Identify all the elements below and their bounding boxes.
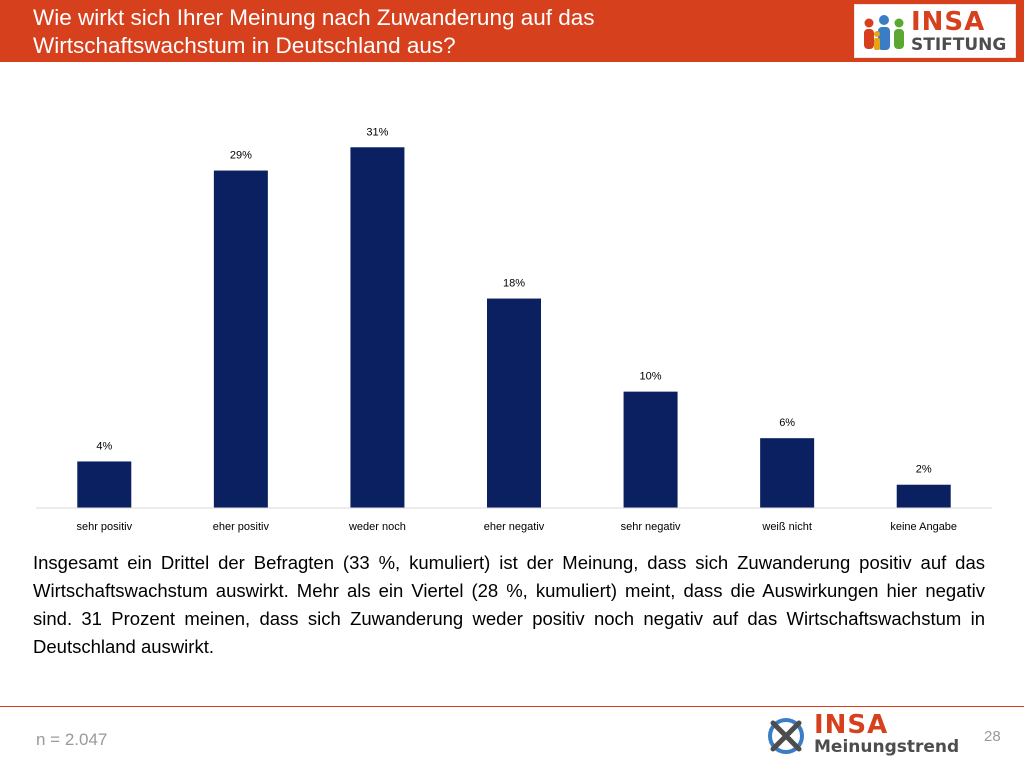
data-label-5: 6% xyxy=(779,417,795,429)
logo-brand-text: INSA xyxy=(911,7,986,37)
x-tick-label-5: weiß nicht xyxy=(761,521,812,533)
bar-3 xyxy=(487,298,541,508)
sample-size-note: n = 2.047 xyxy=(36,730,108,749)
x-tick-label-0: sehr positiv xyxy=(76,521,132,533)
bar-chart: 4% sehr positiv 29% eher positiv 31% weder no… xyxy=(36,126,992,533)
bar-5 xyxy=(760,438,815,508)
slide-description: Insgesamt ein Drittel der Befragten (33 … xyxy=(33,552,985,657)
bar-4 xyxy=(623,391,678,508)
logo-sub-text: STIFTUNG xyxy=(911,35,1007,55)
people-icon xyxy=(864,15,904,50)
logo-sub-text: Meinungstrend xyxy=(814,737,960,757)
data-label-2: 31% xyxy=(366,126,388,138)
slide-title: Wie wirkt sich Ihrer Meinung nach Zuwand… xyxy=(33,5,595,58)
bar-0 xyxy=(77,461,132,508)
x-tick-label-2: weder noch xyxy=(348,521,406,533)
header-bar: Wie wirkt sich Ihrer Meinung nach Zuwand… xyxy=(0,0,1024,62)
data-label-4: 10% xyxy=(640,371,662,383)
page-number: 28 xyxy=(984,728,1001,745)
footer-divider xyxy=(0,706,1024,707)
data-label-1: 29% xyxy=(230,150,252,162)
x-circle-icon xyxy=(768,718,804,754)
bar-1 xyxy=(213,170,268,508)
bar-6 xyxy=(896,484,951,508)
bar-2 xyxy=(350,147,405,508)
insa-stiftung-logo: INSA STIFTUNG xyxy=(854,4,1016,58)
insa-meinungstrend-logo: INSA Meinungstrend xyxy=(766,710,966,762)
logo-brand-text: INSA xyxy=(814,710,889,740)
x-tick-label-6: keine Angabe xyxy=(890,521,957,533)
data-label-3: 18% xyxy=(503,278,525,290)
data-label-6: 2% xyxy=(916,464,932,476)
x-tick-label-4: sehr negativ xyxy=(621,521,681,533)
x-tick-label-3: eher negativ xyxy=(484,521,545,533)
x-tick-label-1: eher positiv xyxy=(213,521,270,533)
data-label-0: 4% xyxy=(96,440,112,452)
